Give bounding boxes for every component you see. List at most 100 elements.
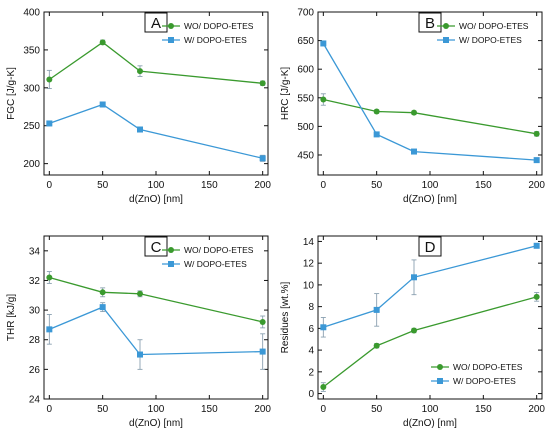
data-point — [99, 39, 106, 46]
legend-label: W/ DOPO-ETES — [453, 376, 516, 386]
data-point — [411, 109, 417, 116]
panel-label: C — [144, 236, 168, 257]
panel-label-text: A — [151, 15, 161, 32]
legend-marker — [168, 37, 174, 43]
panel-label-box — [144, 12, 168, 33]
y-tick-label: 600 — [297, 65, 314, 76]
x-tick-label: 50 — [97, 180, 109, 191]
y-tick-label: 300 — [23, 83, 40, 94]
y-axis-label: THR [kJ/g] — [6, 294, 17, 341]
legend-label: W/ DOPO-ETES — [184, 35, 247, 45]
data-point — [411, 327, 417, 334]
legend: WO/ DOPO-ETES W/ DOPO-ETES — [437, 21, 529, 45]
chart-panel-a: 0 50 100 150 200 200 250 300 350 400 d(ZnO) [nm] FG… — [6, 8, 271, 206]
legend: WO/ DOPO-ETES W/ DOPO-ETES — [162, 245, 254, 269]
x-tick-label: 150 — [201, 404, 218, 415]
y-tick-label: 28 — [29, 335, 41, 346]
data-point — [46, 326, 53, 333]
y-tick-label: 700 — [297, 8, 314, 19]
data-point — [411, 274, 417, 281]
data-point — [137, 290, 143, 297]
series-wo-dopo-etes — [46, 271, 266, 329]
data-point — [373, 131, 380, 138]
y-tick-label: 400 — [23, 8, 40, 19]
series-line — [48, 41, 263, 84]
panel-label-box — [418, 12, 442, 33]
y-tick-label: 4 — [308, 346, 314, 357]
series-line — [322, 43, 537, 161]
x-axis-label: d(ZnO) [nm] — [129, 418, 183, 429]
legend-label: WO/ DOPO-ETES — [184, 21, 254, 31]
y-tick-label: 32 — [29, 276, 41, 287]
data-point — [99, 304, 106, 311]
legend-label: W/ DOPO-ETES — [459, 35, 522, 45]
x-tick-label: 0 — [321, 404, 327, 415]
legend-marker — [168, 261, 174, 267]
series-line — [49, 276, 263, 323]
x-tick-label: 150 — [475, 404, 492, 415]
panel-label-text: B — [425, 15, 435, 32]
data-point — [259, 155, 266, 162]
y-tick-label: 8 — [308, 302, 314, 313]
series-line — [323, 98, 537, 135]
series-line — [49, 103, 263, 159]
chart-panel-b: 0 50 100 150 200 450 500 550 600 650 700 d(ZnO) [nm… — [280, 8, 545, 206]
legend-marker — [168, 247, 174, 253]
y-tick-label: 650 — [297, 36, 314, 47]
legend: WO/ DOPO-ETES W/ DOPO-ETES — [162, 21, 254, 45]
y-tick-label: 24 — [29, 395, 41, 406]
y-tick-label: 2 — [308, 367, 314, 378]
x-tick-label: 100 — [422, 404, 439, 415]
data-point — [533, 242, 540, 249]
series-line — [323, 245, 537, 328]
x-tick-label: 100 — [422, 180, 439, 191]
x-tick-label: 200 — [528, 180, 545, 191]
y-tick-label: 350 — [23, 45, 40, 56]
series-wo-dopo-etes — [320, 292, 540, 392]
x-axis-label: d(ZnO) [nm] — [403, 194, 457, 205]
data-point — [320, 96, 327, 103]
panel-label-text: D — [425, 239, 436, 256]
panel-label: D — [418, 236, 442, 257]
panel-label: A — [144, 12, 168, 33]
data-point — [320, 324, 327, 331]
y-tick-label: 250 — [23, 121, 40, 132]
y-tick-label: 26 — [29, 365, 41, 376]
data-point — [373, 342, 380, 349]
data-point — [320, 40, 327, 47]
legend-marker — [168, 23, 174, 29]
data-point — [99, 289, 106, 296]
data-point — [137, 351, 143, 358]
x-tick-label: 50 — [371, 180, 383, 191]
data-point — [46, 274, 53, 281]
data-point — [411, 148, 417, 155]
panel-label: B — [418, 12, 442, 33]
legend-label: WO/ DOPO-ETES — [459, 21, 529, 31]
x-axis-label: d(ZnO) [nm] — [129, 194, 183, 205]
x-axis-label: d(ZnO) [nm] — [403, 418, 457, 429]
series-wo-dopo-etes — [46, 39, 266, 90]
panel-label-box — [418, 236, 442, 257]
x-tick-label: 150 — [201, 180, 218, 191]
legend-label: WO/ DOPO-ETES — [184, 245, 254, 255]
x-tick-label: 100 — [148, 180, 165, 191]
data-point — [46, 76, 53, 83]
x-tick-label: 200 — [528, 404, 545, 415]
data-point — [259, 80, 266, 87]
legend-marker — [437, 364, 443, 370]
series-w-dopo-etes — [46, 101, 266, 162]
y-tick-label: 500 — [297, 122, 314, 133]
x-tick-label: 0 — [321, 180, 327, 191]
legend-label: WO/ DOPO-ETES — [453, 362, 523, 372]
x-tick-label: 50 — [97, 404, 109, 415]
y-tick-label: 0 — [308, 389, 314, 400]
data-point — [320, 384, 327, 391]
data-point — [533, 157, 540, 164]
y-tick-label: 14 — [303, 237, 315, 248]
x-tick-label: 100 — [148, 404, 165, 415]
series-w-dopo-etes — [46, 302, 266, 370]
y-axis-label: FGC [J/g-K] — [6, 67, 17, 120]
legend-marker — [443, 37, 449, 43]
data-point — [137, 68, 143, 75]
